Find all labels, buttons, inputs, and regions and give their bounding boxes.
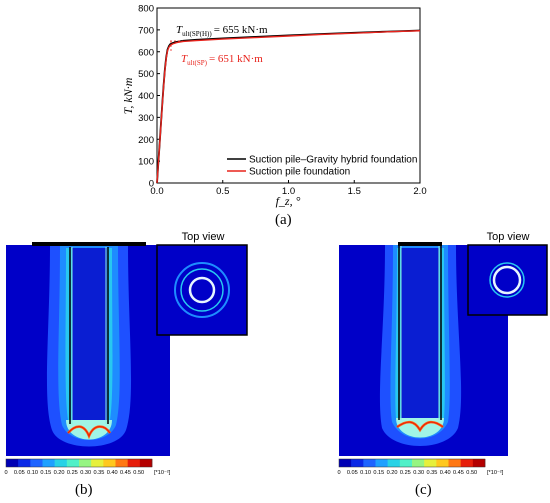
- colorbar-swatch-b: [42, 459, 55, 467]
- legend: Suction pile–Gravity hybrid foundation S…: [227, 155, 417, 178]
- series-line-suction: [156, 30, 421, 184]
- colorbar-swatch-c: [424, 459, 437, 467]
- colorbar-tick-c: 0.15: [373, 470, 384, 476]
- colorbar-tick-b: 0.20: [54, 470, 65, 476]
- colorbar-tick-b: 0.10: [27, 470, 38, 476]
- colorbar-swatch-c: [448, 459, 461, 467]
- colorbar-swatch-b: [127, 459, 141, 467]
- x-tick-label: 1.0: [282, 186, 295, 197]
- tip-zone-b: [66, 420, 112, 440]
- gravity-cap-b: [32, 242, 146, 246]
- colorbar-tick-c: 0.25: [400, 470, 411, 476]
- x-axis-label: f_z, °: [276, 194, 301, 208]
- y-tick-label: 200: [138, 135, 154, 146]
- failure-surface-core-b: [67, 426, 111, 438]
- colorbar-swatch-c: [460, 459, 474, 467]
- top-view-ring-outer-b: [174, 262, 230, 318]
- colorbar-unit-b: [*10⁻²]: [154, 470, 171, 476]
- colorbar-swatch-c: [412, 459, 425, 467]
- y-tick-label: 100: [138, 157, 154, 168]
- colorbar-swatch-b: [54, 459, 68, 467]
- y-tick-label: 800: [138, 4, 154, 15]
- y-tick-label: 400: [138, 91, 154, 102]
- pile-interior-c: [401, 248, 439, 418]
- colorbar-unit-c: [*10⁻²]: [487, 470, 504, 476]
- colorbar-swatch-c: [363, 459, 376, 467]
- colorbar-tick-c: 0.45: [453, 470, 464, 476]
- y-axis-label: T, kN·m: [121, 77, 135, 114]
- legend-label-hybrid: Suction pile–Gravity hybrid foundation: [249, 155, 417, 166]
- colorbar-swatch-c: [436, 459, 449, 467]
- colorbar-swatch-c: [387, 459, 401, 467]
- y-tick-label: 500: [138, 69, 154, 80]
- x-tick-label: 1.5: [348, 186, 361, 197]
- contour-panel-c: Top view 0 0.05 0.10 0.15 0.20 0.25 0.30 0.35 0.…: [337, 231, 548, 476]
- colorbar-swatch-b: [6, 459, 19, 467]
- colorbar-tick-c: 0.20: [387, 470, 398, 476]
- colorbar-tick-b: 0.15: [40, 470, 51, 476]
- failure-surface-core-c: [396, 421, 444, 431]
- colorbar-b: 0 0.05 0.10 0.15 0.20 0.25 0.30 0.35 0.40 0.45 0.5…: [4, 458, 171, 476]
- colorbar-tick-b: 0.35: [93, 470, 104, 476]
- x-tick-label: 0.0: [150, 186, 163, 197]
- colorbar-tick-b: 0.30: [80, 470, 91, 476]
- colorbar-swatch-b: [79, 459, 92, 467]
- legend-label-suction: Suction pile foundation: [249, 167, 350, 178]
- pile-interior-b: [72, 248, 107, 420]
- colorbar-tick-b: 0: [4, 470, 7, 476]
- colorbar-swatch-c: [351, 459, 364, 467]
- colorbar-swatch-b: [91, 459, 104, 467]
- y-tick-label: 300: [138, 113, 154, 124]
- colorbar-tick-c: 0: [337, 470, 340, 476]
- colorbar-tick-c: 0.05: [347, 470, 358, 476]
- colorbar-frame-c: [338, 458, 486, 468]
- top-view-pile-c: [492, 265, 522, 295]
- panel-label-b: (b): [75, 482, 93, 498]
- colorbar-frame-b: [5, 458, 153, 468]
- top-view-label-b: Top view: [182, 231, 225, 243]
- line-chart: 0 100 200 300 400 500 600 700 800 0.0 0.5 1.0 1.5 2.…: [121, 4, 427, 209]
- annotation-hybrid: Tult(SP(H)) = 655 kN·m: [176, 24, 268, 38]
- colorbar-tick-b: 0.45: [120, 470, 131, 476]
- colorbar-tick-b: 0.05: [14, 470, 25, 476]
- top-view-pile-b: [188, 276, 216, 304]
- colorbar-tick-c: 0.35: [426, 470, 437, 476]
- colorbar-swatch-b: [18, 459, 31, 467]
- colorbar-tick-c: 0.40: [440, 470, 451, 476]
- y-tick-label: 600: [138, 47, 154, 58]
- y-axis-ticks: 0 100 200 300 400 500 600 700 800: [138, 4, 160, 190]
- x-tick-label: 0.5: [216, 186, 229, 197]
- contour-panel-b: Top view 0 0.05 0.10 0.15 0.20 0.25 0.30 0.35 0.…: [4, 231, 248, 476]
- colorbar-swatch-b: [30, 459, 43, 467]
- colorbar-swatch-c: [399, 459, 413, 467]
- colorbar-tick-c: 0.10: [360, 470, 371, 476]
- colorbar-swatch-c: [375, 459, 388, 467]
- annotation-suction: Tult(SP) = 651 kN·m: [181, 53, 263, 67]
- colorbar-swatch-b: [103, 459, 116, 467]
- x-tick-label: 2.0: [413, 186, 426, 197]
- colorbar-swatch-b: [139, 459, 153, 467]
- top-view-label-c: Top view: [487, 231, 530, 243]
- colorbar-tick-b: 0.40: [107, 470, 118, 476]
- pile-cap-c: [398, 242, 442, 246]
- series-group: [156, 29, 421, 184]
- colorbar-c: 0 0.05 0.10 0.15 0.20 0.25 0.30 0.35 0.40 0.45 0.5…: [337, 458, 504, 476]
- top-view-ring-mid-b: [180, 268, 224, 312]
- colorbar-swatch-c: [472, 459, 486, 467]
- y-tick-label: 0: [149, 179, 154, 190]
- panel-label-c: (c): [415, 482, 432, 498]
- y-tick-label: 700: [138, 25, 154, 36]
- colorbar-tick-c: 0.50: [466, 470, 477, 476]
- colorbar-swatch-b: [115, 459, 128, 467]
- panel-label-a: (a): [275, 212, 292, 228]
- top-view-ring-mid-c: [489, 262, 525, 298]
- colorbar-tick-b: 0.25: [67, 470, 78, 476]
- colorbar-tick-c: 0.30: [413, 470, 424, 476]
- colorbar-swatch-b: [66, 459, 80, 467]
- colorbar-swatch-c: [339, 459, 352, 467]
- colorbar-tick-b: 0.50: [133, 470, 144, 476]
